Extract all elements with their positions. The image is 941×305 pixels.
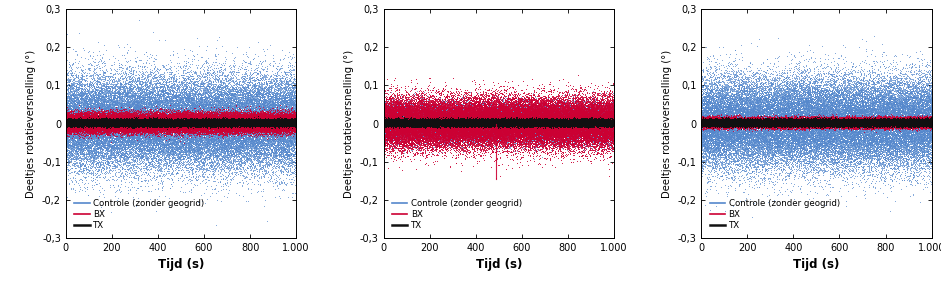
Legend: Controle (zonder geogrid), BX, TX: Controle (zonder geogrid), BX, TX xyxy=(391,197,524,231)
Legend: Controle (zonder geogrid), BX, TX: Controle (zonder geogrid), BX, TX xyxy=(708,197,841,231)
Y-axis label: Deeltjes rotatieversnelling (°): Deeltjes rotatieversnelling (°) xyxy=(662,49,672,198)
Legend: Controle (zonder geogrid), BX, TX: Controle (zonder geogrid), BX, TX xyxy=(72,197,206,231)
Y-axis label: Deeltjes rotatieversnelling (°): Deeltjes rotatieversnelling (°) xyxy=(344,49,354,198)
Y-axis label: Deeltjes rotatieversnelling (°): Deeltjes rotatieversnelling (°) xyxy=(26,49,37,198)
X-axis label: Tijd (s): Tijd (s) xyxy=(158,258,204,271)
X-axis label: Tijd (s): Tijd (s) xyxy=(793,258,839,271)
X-axis label: Tijd (s): Tijd (s) xyxy=(475,258,522,271)
